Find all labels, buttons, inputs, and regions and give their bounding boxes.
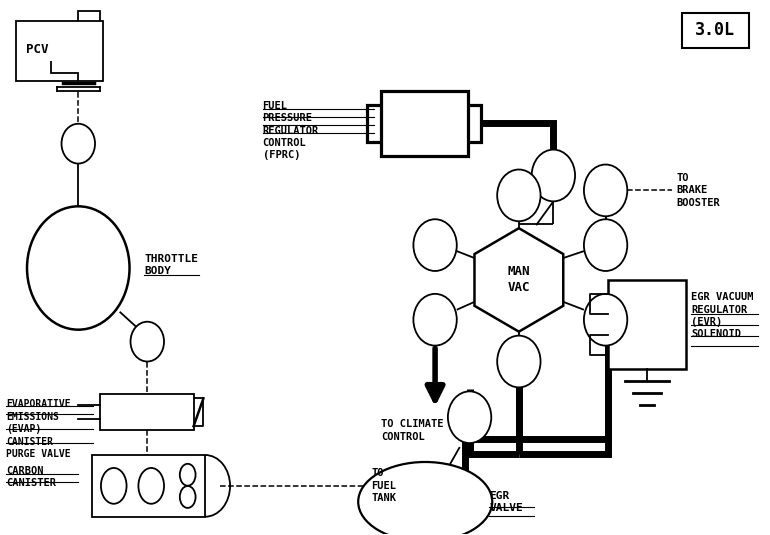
Bar <box>608 280 686 370</box>
Text: FUEL
PRESSURE
REGULATOR
CONTROL
(FPRC): FUEL PRESSURE REGULATOR CONTROL (FPRC) <box>263 101 319 160</box>
Text: 3.0L: 3.0L <box>695 21 735 39</box>
Text: PCV: PCV <box>26 43 49 56</box>
Ellipse shape <box>413 219 457 271</box>
Ellipse shape <box>139 468 164 504</box>
Bar <box>381 91 467 156</box>
Polygon shape <box>474 228 564 332</box>
Ellipse shape <box>448 392 491 443</box>
Ellipse shape <box>497 170 541 221</box>
Bar <box>100 394 193 430</box>
Ellipse shape <box>130 322 164 362</box>
Ellipse shape <box>62 124 95 164</box>
Ellipse shape <box>180 464 196 486</box>
Ellipse shape <box>413 294 457 346</box>
Text: TO
BRAKE
BOOSTER: TO BRAKE BOOSTER <box>677 173 720 208</box>
Ellipse shape <box>27 207 129 330</box>
Text: CARBON
CANISTER: CARBON CANISTER <box>6 466 56 488</box>
Ellipse shape <box>584 294 628 346</box>
Bar <box>681 13 748 48</box>
Bar <box>16 21 103 81</box>
Ellipse shape <box>101 468 126 504</box>
Ellipse shape <box>497 335 541 387</box>
Ellipse shape <box>531 150 575 201</box>
Ellipse shape <box>584 165 628 216</box>
Ellipse shape <box>584 219 628 271</box>
Ellipse shape <box>358 462 492 535</box>
Text: EGR
VALVE: EGR VALVE <box>489 491 523 513</box>
Bar <box>92 455 206 517</box>
Text: EGR VACUUM
REGULATOR
(EVR)
SOLENOID: EGR VACUUM REGULATOR (EVR) SOLENOID <box>691 292 754 339</box>
Text: EVAPORATIVE
EMISSIONS
(EVAP)
CANISTER
PURGE VALVE: EVAPORATIVE EMISSIONS (EVAP) CANISTER PU… <box>6 399 71 459</box>
Text: TO CLIMATE
CONTROL: TO CLIMATE CONTROL <box>381 419 444 441</box>
Text: THROTTLE
BODY: THROTTLE BODY <box>144 254 199 276</box>
Ellipse shape <box>180 486 196 508</box>
Text: MAN
VAC: MAN VAC <box>507 265 530 294</box>
Text: TO
FUEL
TANK: TO FUEL TANK <box>371 469 396 503</box>
